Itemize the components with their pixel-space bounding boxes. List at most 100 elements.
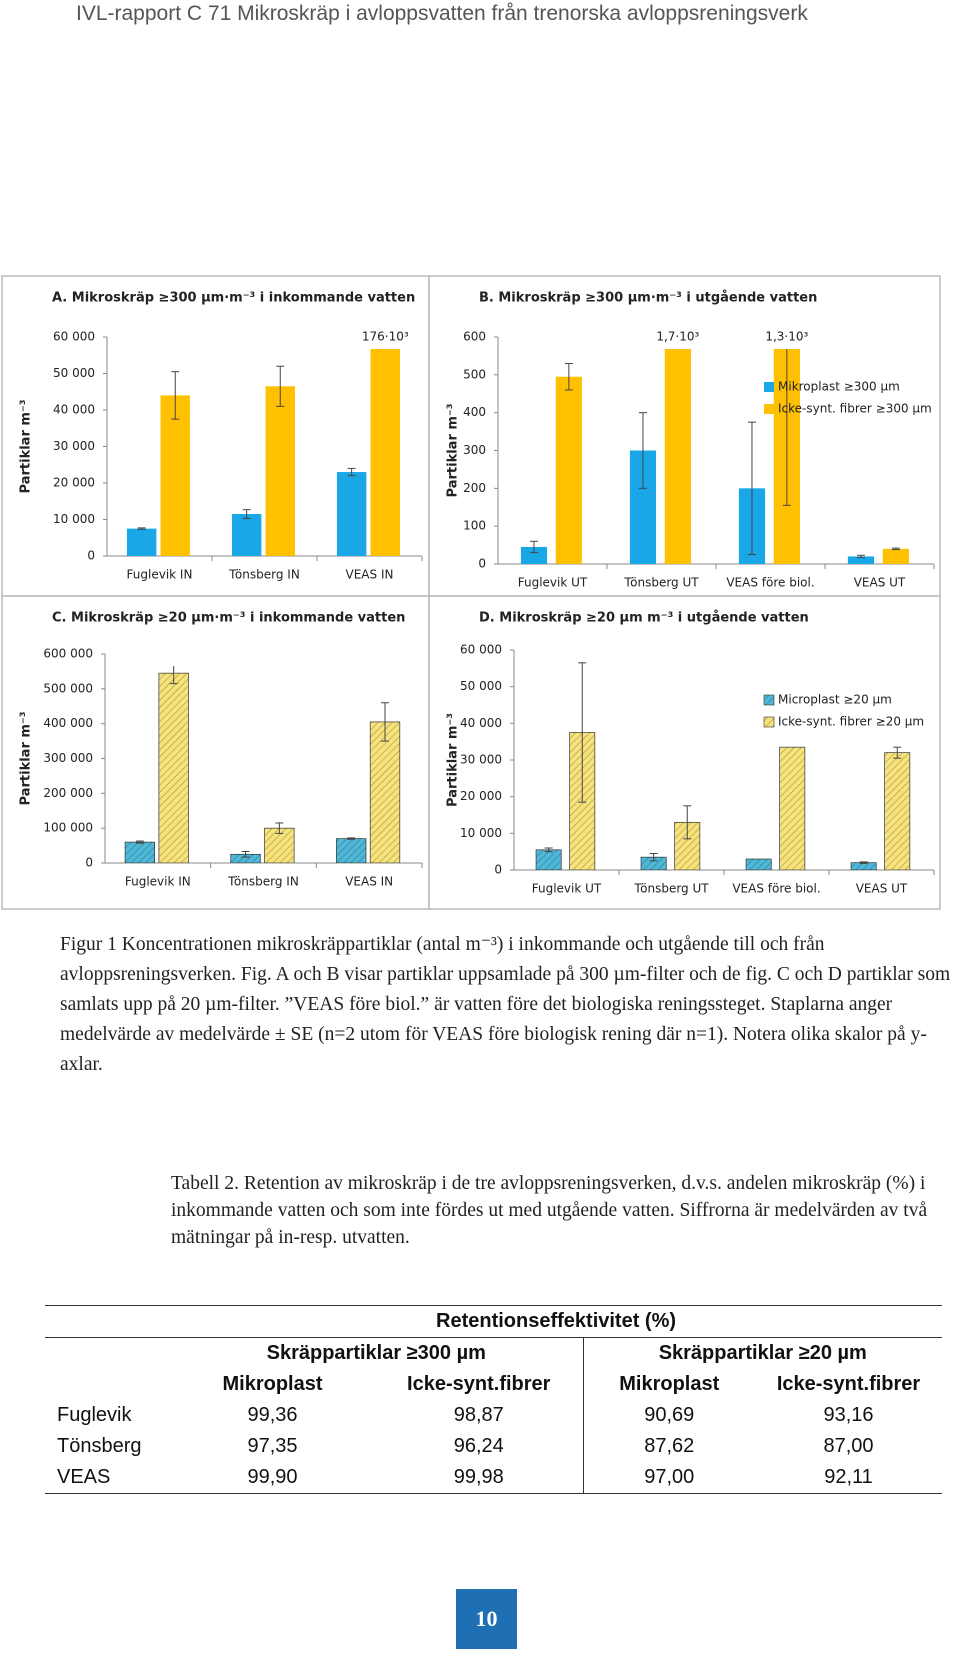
error-bar <box>137 527 146 530</box>
column-header: Icke-synt.fibrer <box>407 1373 551 1395</box>
error-bar <box>747 421 756 556</box>
value-label: 1,3·10³ <box>765 330 808 344</box>
x-tick-label: VEAS före biol. <box>726 576 814 590</box>
x-tick-label: Fuglevik UT <box>518 576 588 590</box>
error-bar <box>578 662 587 803</box>
x-tick-label: Fuglevik IN <box>127 568 193 582</box>
bar <box>369 721 401 863</box>
cell: 97,35 <box>247 1435 298 1457</box>
y-tick-label: 400 <box>463 405 486 419</box>
row-label: Tönsberg <box>57 1435 142 1457</box>
bar <box>126 528 157 556</box>
figure-caption: Figur 1 Koncentrationen mikroskräppartik… <box>60 934 951 1075</box>
cell: 96,24 <box>453 1435 504 1457</box>
error-bar <box>638 412 647 489</box>
error-bar <box>169 666 178 685</box>
y-tick-label: 10 000 <box>53 512 95 526</box>
table-title: Retentionseffektivitet (%) <box>170 1305 943 1338</box>
bar <box>160 395 190 556</box>
cell: 87,00 <box>823 1435 874 1457</box>
header: IVL-rapport C 71 Mikroskräp i avloppsvat… <box>76 2 808 25</box>
cell: 92,11 <box>755 1462 943 1494</box>
x-tick-label: VEAS UT <box>856 882 908 896</box>
error-bar <box>683 805 692 840</box>
y-axis-label: Partiklar m⁻³ <box>19 712 34 806</box>
error-bar <box>241 851 250 858</box>
error-bar <box>171 371 180 420</box>
y-tick-label: 100 000 <box>43 821 93 835</box>
y-tick-label: 500 000 <box>43 681 93 695</box>
bar <box>124 841 156 863</box>
chart: A. Mikroskräp ≥300 µm·m⁻³ i inkommande v… <box>1 275 430 597</box>
error-bar <box>381 702 390 742</box>
bar <box>231 514 262 556</box>
group-header: Skräppartiklar ≥300 µm <box>170 1337 583 1369</box>
error-bar <box>347 467 356 477</box>
figure: A. Mikroskräp ≥300 µm·m⁻³ i inkommande v… <box>1 275 941 910</box>
y-tick-label: 40 000 <box>460 716 502 730</box>
error-bar <box>242 509 251 519</box>
bar <box>520 546 548 564</box>
cell: 87,62 <box>582 1431 755 1462</box>
bar <box>158 672 189 863</box>
y-axis-label: Partiklar m⁻³ <box>19 400 34 494</box>
bar <box>265 386 295 556</box>
bar <box>779 746 806 870</box>
table: Retentionseffektivitet (%) Skräppartikla… <box>45 1305 943 1494</box>
legend-label: Microplast ≥20 µm <box>778 693 892 707</box>
legend-swatch <box>764 382 774 392</box>
y-tick-label: 0 <box>87 549 95 563</box>
x-tick-label: Tönsberg UT <box>633 882 709 896</box>
error-bar <box>859 861 868 864</box>
chart: B. Mikroskräp ≥300 µm·m⁻³ i utgående vat… <box>428 275 941 597</box>
column-header: Mikroplast <box>222 1373 323 1395</box>
page-number: 10 <box>456 1589 517 1649</box>
error-bar <box>564 362 573 391</box>
chart-title: C. Mikroskräp ≥20 µm·m⁻³ i inkommande va… <box>52 611 405 626</box>
error-bar <box>276 365 285 407</box>
y-tick-label: 500 <box>463 367 486 381</box>
error-bar <box>649 853 658 862</box>
bar <box>370 349 400 556</box>
y-tick-label: 100 <box>463 519 486 533</box>
y-tick-label: 600 <box>463 330 486 344</box>
y-tick-label: 20 000 <box>53 476 95 490</box>
error-bar <box>275 822 284 834</box>
chart-title: D. Mikroskräp ≥20 µm m⁻³ i utgående vatt… <box>479 611 809 626</box>
x-tick-label: Tönsberg UT <box>623 576 699 590</box>
value-label: 176·10³ <box>362 330 409 344</box>
x-tick-label: VEAS IN <box>346 568 394 582</box>
bar <box>884 752 911 870</box>
error-bar <box>544 847 553 853</box>
error-bar <box>529 540 538 554</box>
y-tick-label: 30 000 <box>460 753 502 767</box>
cell: 90,69 <box>582 1400 755 1431</box>
x-tick-label: Fuglevik UT <box>532 882 602 896</box>
bars <box>124 666 401 863</box>
y-tick-label: 60 000 <box>53 330 95 344</box>
chart: C. Mikroskräp ≥20 µm·m⁻³ i inkommande va… <box>1 595 430 910</box>
column-header: Icke-synt.fibrer <box>776 1373 921 1395</box>
table-caption: Tabell 2. Retention av mikroskräp i de t… <box>171 1173 928 1248</box>
y-tick-label: 20 000 <box>460 789 502 803</box>
error-bar <box>782 349 791 506</box>
y-tick-label: 300 <box>463 443 486 457</box>
y-axis-label: Partiklar m⁻³ <box>446 713 461 807</box>
legend-swatch <box>763 694 775 706</box>
cell: 93,16 <box>823 1404 874 1426</box>
bar <box>847 556 875 564</box>
error-bar <box>135 840 144 844</box>
y-tick-label: 60 000 <box>460 643 502 657</box>
cell: 99,98 <box>375 1462 583 1494</box>
error-bar <box>856 554 865 559</box>
y-tick-label: 200 000 <box>43 786 93 800</box>
y-tick-label: 0 <box>85 856 93 870</box>
bars <box>535 662 911 870</box>
bar <box>745 858 772 870</box>
x-tick-label: VEAS före biol. <box>732 882 820 896</box>
legend-swatch <box>764 404 774 414</box>
bar <box>882 548 909 564</box>
y-tick-label: 0 <box>478 557 486 571</box>
legend-swatch <box>763 716 775 728</box>
